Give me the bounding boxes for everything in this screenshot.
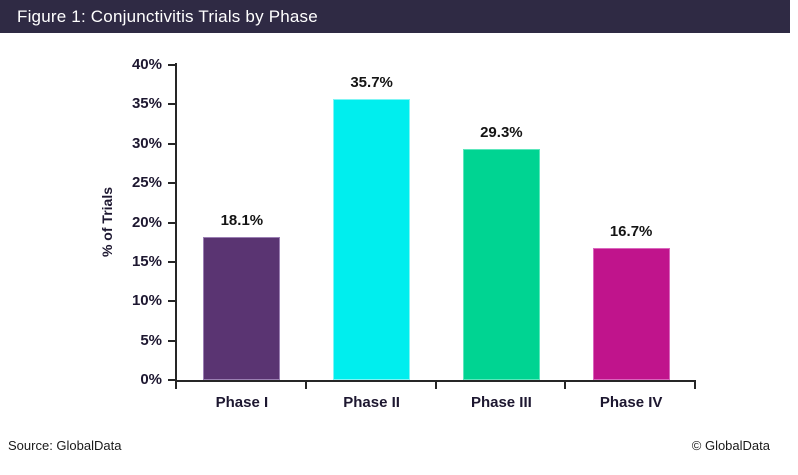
x-category-label: Phase I (215, 394, 269, 411)
y-tick-mark (168, 103, 175, 106)
bar-value-label: 35.7% (350, 73, 393, 91)
y-tick-mark (168, 221, 175, 224)
y-tick-mark (168, 300, 175, 303)
bar-value-label: 18.1% (220, 212, 264, 230)
bar-phase-i (203, 237, 281, 380)
y-tick-mark (168, 182, 175, 185)
bar-value-label: 16.7% (609, 223, 653, 241)
bar-value-label: 29.3% (480, 124, 523, 142)
copyright-note: © GlobalData (691, 438, 770, 453)
bar-phase-iv (592, 248, 670, 380)
x-tick-mark (304, 380, 307, 389)
x-tick-mark (175, 380, 177, 389)
x-tick-mark (564, 380, 567, 389)
y-tick-mark (168, 142, 175, 145)
y-tick-label: 35% (131, 95, 162, 113)
bar-chart: % of Trials 0% 5% 10% 15% 20% 25% 30% 35% 40% 18.… (0, 33, 798, 433)
bar-phase-ii (333, 98, 411, 380)
y-tick-label: 5% (140, 331, 162, 349)
y-tick-label: 20% (131, 213, 162, 231)
y-tick-label: 30% (131, 134, 162, 152)
y-tick-mark (168, 379, 175, 381)
figure-title: Figure 1: Conjunctivitis Trials by Phase (17, 6, 318, 26)
figure-header-bar: Figure 1: Conjunctivitis Trials by Phase (0, 0, 790, 33)
y-axis-line (175, 63, 177, 382)
y-tick-label: 25% (131, 174, 162, 192)
bar-phase-iii (462, 149, 540, 380)
y-tick-label: 10% (131, 292, 162, 310)
x-tick-mark (694, 380, 696, 389)
y-tick-mark (168, 339, 175, 342)
source-note: Source: GlobalData (8, 438, 122, 453)
y-tick-mark (168, 260, 175, 263)
y-tick-label: 0% (140, 371, 162, 388)
x-category-label: Phase IV (599, 394, 663, 411)
y-tick-mark (168, 64, 175, 66)
x-category-label: Phase III (470, 394, 532, 411)
x-tick-mark (434, 380, 437, 389)
y-tick-label: 40% (131, 56, 162, 73)
x-category-label: Phase II (343, 394, 400, 411)
y-tick-label: 15% (131, 252, 162, 270)
